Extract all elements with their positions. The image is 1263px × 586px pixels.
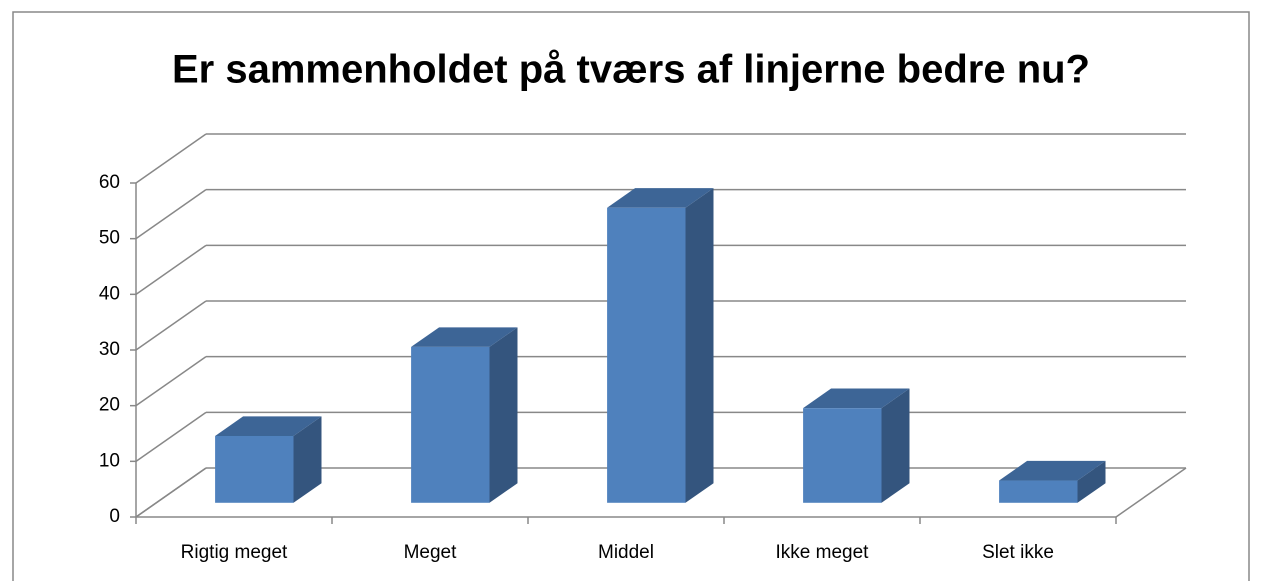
- y-tick-label: 30: [99, 339, 120, 360]
- x-tick-label: Slet ikke: [982, 542, 1054, 563]
- grid-line: [135, 467, 207, 518]
- bar-side: [293, 416, 322, 503]
- bar-top: [607, 188, 714, 208]
- bar-side: [685, 188, 714, 503]
- bar-side: [881, 388, 910, 503]
- bar: [411, 346, 490, 503]
- y-tick-label: 40: [99, 283, 120, 304]
- y-tick-label: 50: [99, 228, 120, 249]
- grid-line: [135, 189, 207, 240]
- grid-line: [135, 356, 207, 407]
- bar: [607, 207, 686, 503]
- floor-edge: [1115, 467, 1187, 518]
- bar-side: [1077, 460, 1106, 503]
- bar: [215, 435, 294, 503]
- y-tick-label: 20: [99, 395, 120, 416]
- y-tick-label: 10: [99, 450, 120, 471]
- grid-line: [135, 133, 207, 184]
- y-tick-label: 0: [109, 506, 120, 527]
- bar-top: [803, 388, 910, 409]
- x-tick-label: Middel: [598, 542, 654, 563]
- x-tick-label: Meget: [404, 542, 458, 563]
- chart-title: Er sammenholdet på tværs af linjerne bed…: [172, 48, 1090, 92]
- y-tick-label: 60: [99, 172, 120, 193]
- bar-top: [215, 416, 322, 436]
- bar-top: [999, 460, 1106, 481]
- x-tick-label: Rigtig meget: [181, 542, 288, 563]
- grid-line: [135, 244, 207, 295]
- bar-top: [411, 327, 518, 347]
- bar: [803, 408, 882, 503]
- bar: [999, 480, 1078, 503]
- grid-line: [135, 300, 207, 351]
- grid-line: [135, 411, 207, 462]
- x-tick-label: Ikke meget: [776, 542, 870, 563]
- bar-side: [489, 327, 518, 503]
